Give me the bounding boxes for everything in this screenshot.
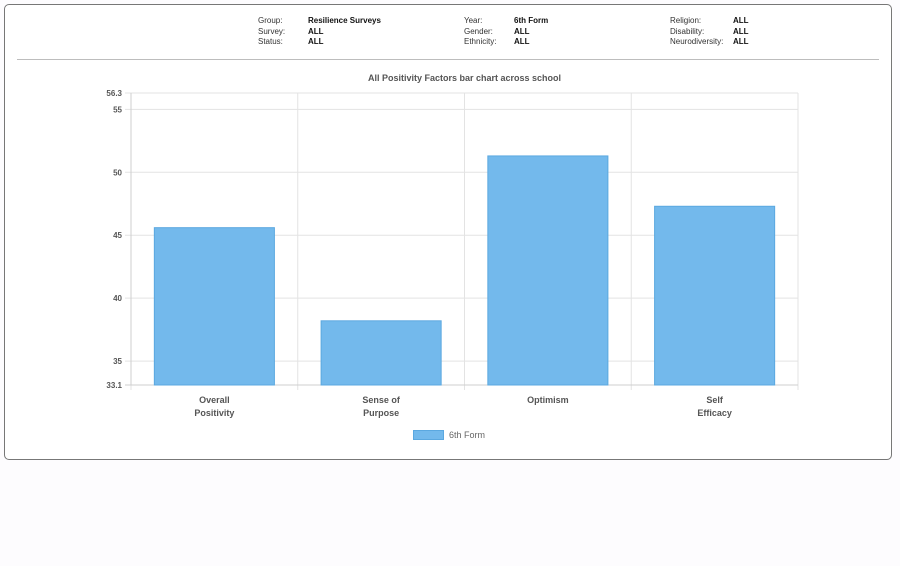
filter-label: Ethnicity:	[464, 37, 497, 46]
filter-summary: Group: Resilience Surveys Survey: ALL Status…	[5, 16, 891, 56]
chart-card: Group: Resilience Surveys Survey: ALL Status…	[4, 4, 892, 460]
filter-value: ALL	[514, 37, 530, 46]
filter-label: Disability:	[670, 26, 705, 36]
filter-value: ALL	[733, 16, 749, 25]
filter-column: Group: Resilience Surveys Survey: ALL Status…	[258, 16, 381, 48]
filter-value: ALL	[308, 26, 324, 36]
y-tick-label: 50	[113, 168, 122, 177]
x-tick-label: Sense of	[362, 395, 401, 405]
filter-label: Survey:	[258, 26, 286, 36]
filter-row: Group: Resilience Surveys	[258, 16, 381, 27]
filter-row: Religion: ALL	[670, 16, 749, 27]
y-tick-label: 45	[113, 231, 122, 240]
filter-row: Disability: ALL	[670, 27, 749, 38]
x-tick-label: Purpose	[363, 408, 399, 418]
filter-column: Religion: ALL Disability: ALL Neurodiversity…	[670, 16, 749, 48]
filter-value: ALL	[308, 37, 324, 46]
filter-value: ALL	[733, 37, 749, 46]
filter-row: Year: 6th Form	[464, 16, 548, 27]
filter-row: Status: ALL	[258, 37, 381, 48]
y-tick-label: 56.3	[106, 89, 122, 98]
legend-label: 6th Form	[449, 430, 486, 440]
filter-label: Status:	[258, 37, 283, 46]
filter-row: Ethnicity: ALL	[464, 37, 548, 48]
filter-column: Year: 6th Form Gender: ALL Ethnicity: ALL	[464, 16, 548, 48]
filter-label: Neurodiversity:	[670, 37, 724, 46]
legend-swatch	[413, 430, 444, 440]
y-tick-label: 33.1	[106, 381, 122, 390]
x-tick-label: Efficacy	[697, 408, 732, 418]
x-tick-label: Self	[706, 395, 724, 405]
x-tick-label: Positivity	[194, 408, 234, 418]
divider	[17, 59, 879, 60]
bar	[320, 320, 442, 386]
x-tick-label: Overall	[199, 395, 230, 405]
filter-value: ALL	[514, 26, 530, 36]
filter-label: Gender:	[464, 26, 493, 36]
filter-row: Neurodiversity: ALL	[670, 37, 749, 48]
bar	[153, 227, 275, 386]
x-tick-label: Optimism	[527, 395, 569, 405]
filter-value: Resilience Surveys	[308, 16, 381, 25]
filter-row: Gender: ALL	[464, 27, 548, 38]
bar-chart: All Positivity Factors bar chart across …	[106, 73, 799, 418]
filter-row: Survey: ALL	[258, 27, 381, 38]
filter-label: Group:	[258, 16, 283, 25]
filter-value: 6th Form	[514, 16, 549, 25]
filter-label: Year:	[464, 16, 483, 25]
filter-label: Religion:	[670, 16, 702, 25]
y-tick-label: 55	[113, 105, 122, 114]
filter-value: ALL	[733, 26, 749, 36]
y-tick-label: 40	[113, 294, 122, 303]
y-tick-label: 35	[113, 357, 122, 366]
chart-title: All Positivity Factors bar chart across …	[368, 73, 561, 83]
bar	[654, 205, 776, 386]
bar	[487, 155, 609, 386]
